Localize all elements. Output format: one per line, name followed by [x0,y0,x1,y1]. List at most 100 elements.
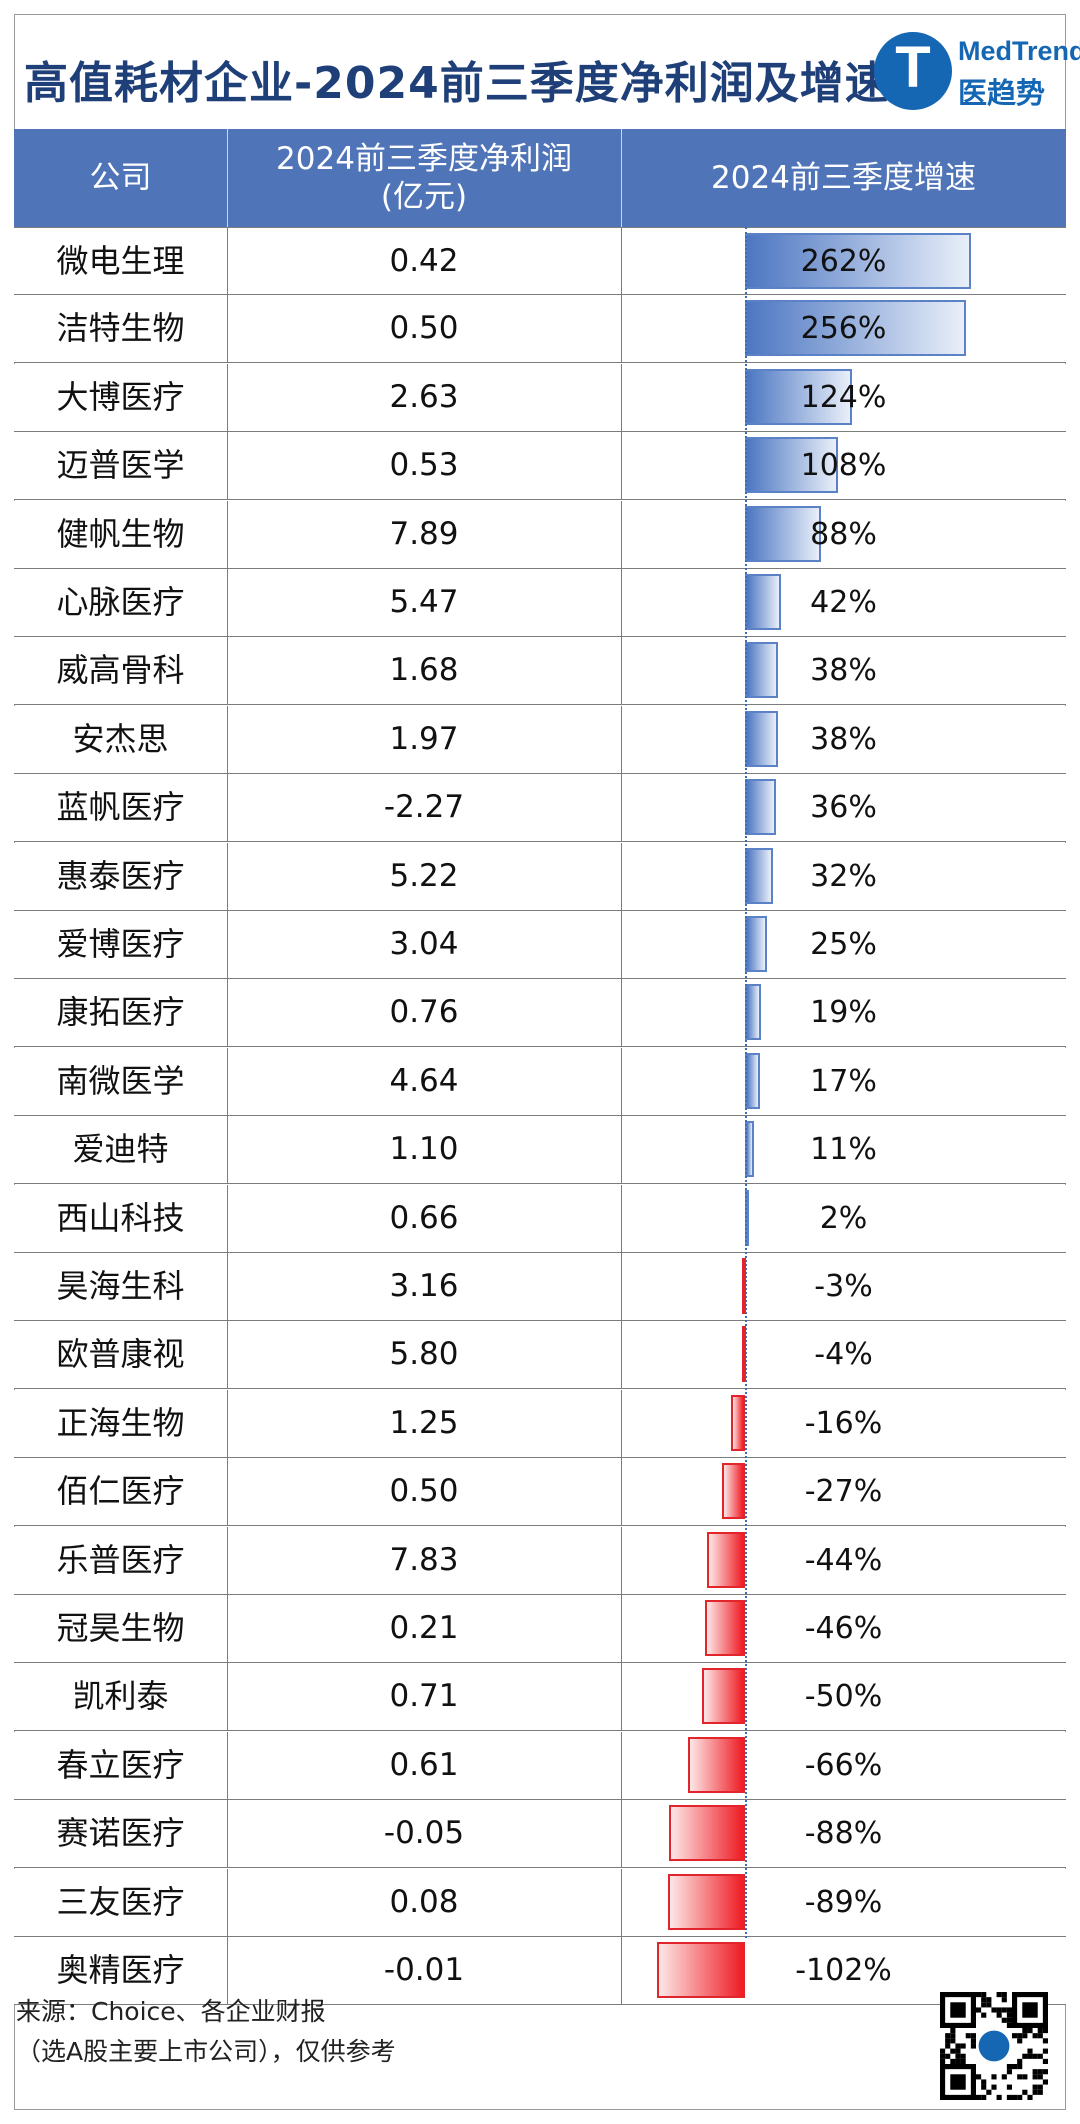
table-row: 大博医疗 2.63 124% [14,363,1066,432]
company-name: 安杰思 [72,719,169,758]
header-divider [227,129,228,227]
growth-bar-positive [745,437,839,494]
column-divider [227,432,228,500]
column-divider [227,295,228,363]
source-note-detail: （选A股主要上市公司），仅供参考 [16,2037,396,2066]
net-profit-value: 0.50 [389,1473,459,1510]
net-profit-value: 7.83 [389,1541,459,1578]
growth-label: 88% [810,516,877,552]
column-divider [621,228,622,295]
table-row: 威高骨科 1.68 38% [14,637,1066,706]
growth-bar-negative [705,1600,745,1656]
table-row: 三友医疗 0.08 -89% [14,1868,1066,1937]
company-name: 迈普医学 [56,446,185,485]
header-divider [621,129,622,227]
company-name: 三友医疗 [56,1882,185,1921]
net-profit-value: 3.16 [389,1268,459,1304]
logo-letter: T [895,35,931,100]
column-divider [227,911,228,978]
growth-label: -4% [814,1337,873,1373]
column-divider [227,1663,228,1731]
company-name: 惠泰医疗 [56,856,185,895]
column-header-company: 公司 [89,160,152,196]
footer: 来源：Choice、各企业财报 （选A股主要上市公司），仅供参考 [14,1978,1066,2110]
column-divider [227,1595,228,1662]
column-divider [621,500,622,568]
column-divider [621,1321,622,1389]
company-name: 乐普医疗 [56,1540,185,1579]
column-header-profit: 2024前三季度净利润 (亿元) [227,129,621,227]
column-divider [621,432,622,500]
column-divider [227,363,228,431]
net-profit-value: 7.89 [389,515,459,552]
column-divider [621,705,622,773]
growth-label: -46% [804,1611,883,1646]
growth-bar-negative [688,1736,745,1793]
company-name: 大博医疗 [56,377,185,416]
column-divider [621,1937,622,2004]
table-row: 赛诺医疗 -0.05 -88% [14,1800,1066,1869]
company-name: 西山科技 [56,1198,185,1237]
table-row: 惠泰医疗 5.22 32% [14,842,1066,911]
growth-bar-positive [745,233,971,289]
growth-label: 17% [810,1063,877,1099]
table-row: 康拓医疗 0.76 19% [14,979,1066,1048]
growth-label: 42% [810,585,877,620]
column-divider [621,1868,622,1936]
qr-code-icon [940,1992,1048,2100]
column-divider [621,774,622,842]
net-profit-value: 5.47 [389,584,459,620]
growth-label: 38% [810,653,877,689]
medtrend-logo: T MedTrend 医趋势 [874,28,1080,114]
net-profit-value: 3.04 [389,926,459,962]
column-header-profit-line1: 2024前三季度净利润 [276,141,572,177]
company-name: 爱迪特 [72,1130,169,1169]
logo-text-cn: 医趋势 [958,76,1046,110]
growth-label: 11% [810,1132,877,1168]
company-name: 冠昊生物 [56,1609,185,1647]
table-row: 佰仁医疗 0.50 -27% [14,1458,1066,1527]
growth-label: -44% [804,1542,883,1578]
table-row: 爱迪特 1.10 11% [14,1116,1066,1185]
table-row: 迈普医学 0.53 108% [14,432,1066,501]
column-divider [621,1389,622,1457]
table-row: 洁特生物 0.50 256% [14,295,1066,364]
company-name: 心脉医疗 [56,583,185,621]
company-name: 昊海生科 [56,1267,185,1305]
growth-label: 36% [810,790,877,826]
logo-text-en: MedTrend [958,36,1080,66]
growth-bar-negative [741,1326,746,1383]
column-divider [227,1526,228,1594]
net-profit-value: 5.22 [389,857,459,894]
net-profit-value: 5.80 [389,1336,459,1373]
net-profit-value: 1.68 [389,652,459,689]
company-name: 爱博医疗 [56,925,185,963]
company-name: 康拓医疗 [56,993,185,1032]
company-name: 微电生理 [56,242,185,280]
company-name: 蓝帆医疗 [56,788,185,827]
growth-label: 256% [800,311,887,347]
growth-bar-negative [669,1805,745,1862]
net-profit-value: 1.10 [389,1131,459,1168]
column-divider [621,1116,622,1184]
source-note: 来源：Choice、各企业财报 [16,1997,326,2026]
column-divider [227,1731,228,1799]
column-divider [621,1526,622,1594]
column-divider [227,842,228,910]
table-row: 春立医疗 0.61 -66% [14,1731,1066,1800]
company-name: 南微医学 [56,1061,185,1100]
company-name: 健帆生物 [56,514,185,553]
table-row: 正海生物 1.25 -16% [14,1389,1066,1458]
growth-label: 124% [800,379,887,415]
column-divider [227,637,228,705]
net-profit-value: 0.66 [389,1199,459,1236]
table-row: 健帆生物 7.89 88% [14,500,1066,569]
growth-label: -50% [804,1679,883,1715]
column-divider [621,842,622,910]
column-divider [621,911,622,978]
column-divider [621,363,622,431]
company-name: 威高骨科 [56,651,185,690]
column-divider [621,1458,622,1526]
net-profit-value: 0.21 [389,1610,459,1646]
net-profit-value: 2.63 [389,378,459,415]
